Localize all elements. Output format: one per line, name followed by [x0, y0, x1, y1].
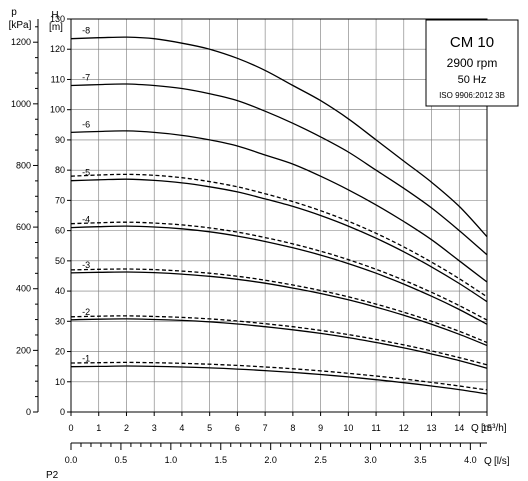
q-m3h-tick-label: 10 — [343, 423, 353, 433]
q-m3h-tick-label: 15 — [482, 423, 492, 433]
h-tick-label: 110 — [51, 74, 65, 84]
q-ls-tick-label: 3.0 — [364, 455, 377, 465]
h-tick-label: 80 — [55, 165, 65, 175]
p-tick-label: 800 — [16, 160, 31, 170]
series-line-4 — [70, 225, 488, 325]
curve-labels: -8 -7 -6 -5 -4 -3 -2 -1 — [82, 26, 90, 364]
p-tick-label: 1200 — [11, 37, 31, 47]
info-standard: ISO 9906:2012 3B — [439, 91, 505, 100]
h-tick-label: 50 — [55, 256, 65, 266]
info-speed: 2900 rpm — [447, 56, 498, 70]
q-m3h-tick-label: 4 — [179, 423, 184, 433]
curve-label-6: -6 — [82, 119, 90, 129]
h-tick-label: 100 — [50, 105, 65, 115]
h-tick-label: 60 — [55, 226, 65, 236]
series-line-7 — [70, 83, 488, 256]
p-tick-label: 1000 — [11, 99, 31, 109]
q-ls-tick-label: 0.5 — [115, 455, 128, 465]
q-ls-axis-label: Q — [484, 456, 492, 467]
h-axis-label: H — [51, 10, 58, 21]
q-m3h-tick-label: 1 — [96, 423, 101, 433]
q-m3h-axis-unit: [m³/h] — [481, 423, 507, 434]
info-model: CM 10 — [450, 34, 494, 51]
q-ls-tick-label: 2.0 — [264, 455, 277, 465]
q-ls-tick-label: 2.5 — [314, 455, 327, 465]
series-line-3 — [70, 271, 488, 347]
q-ls-tick-label: 1.5 — [215, 455, 228, 465]
q-m3h-tick-label: 7 — [263, 423, 268, 433]
series-line-4-dashed — [70, 221, 488, 321]
series-line-2-dashed — [70, 315, 488, 366]
info-box: CM 10 2900 rpm 50 Hz ISO 9906:2012 3B — [425, 19, 519, 107]
h-tick-label: 20 — [55, 347, 65, 357]
h-tick-label: 40 — [55, 286, 65, 296]
q-m3h-tick-label: 5 — [207, 423, 212, 433]
q-m3h-tick-label: 9 — [318, 423, 323, 433]
h-tick-label: 120 — [50, 44, 65, 54]
curve-label-5: -5 — [82, 168, 90, 178]
q-m3h-tick-label: 8 — [290, 423, 295, 433]
q-ls-tick-label: 4.0 — [464, 455, 477, 465]
h-tick-label: 130 — [50, 14, 65, 24]
q-ls-axis-unit: [l/s] — [494, 456, 510, 467]
p-tick-label: 600 — [16, 222, 31, 232]
curve-label-4: -4 — [82, 215, 90, 225]
p-axis-unit: [kPa] — [9, 20, 32, 31]
series-line-5 — [70, 178, 488, 303]
series-line-1-dashed — [70, 361, 488, 391]
curve-label-1: -1 — [82, 354, 90, 364]
curve-label-2: -2 — [82, 307, 90, 317]
h-tick-label: 90 — [55, 135, 65, 145]
info-frequency: 50 Hz — [458, 74, 487, 86]
q-ls-tick-label: 0.0 — [65, 455, 78, 465]
series-line-2 — [70, 318, 488, 369]
q-m3h-tick-label: 6 — [235, 423, 240, 433]
q-ls-tick-label: 1.0 — [165, 455, 178, 465]
series-line-8 — [70, 36, 488, 238]
q-m3h-tick-label: 2 — [124, 423, 129, 433]
h-tick-label: 10 — [55, 377, 65, 387]
axes: 0102030405060708090100110120130020040060… — [11, 14, 492, 465]
q-m3h-tick-label: 13 — [427, 423, 437, 433]
h-tick-label: 0 — [60, 407, 65, 417]
info-box-frame — [425, 19, 519, 107]
curve-label-8: -8 — [82, 26, 90, 36]
q-m3h-tick-label: 11 — [371, 423, 380, 433]
series-line-6 — [70, 130, 488, 283]
p-axis-label: p — [11, 7, 17, 18]
series-line-3-dashed — [70, 268, 488, 344]
q-m3h-tick-label: 12 — [399, 423, 409, 433]
q-m3h-tick-label: 3 — [152, 423, 157, 433]
h-axis-unit: [m] — [49, 22, 63, 33]
p-tick-label: 0 — [26, 407, 31, 417]
curve-label-3: -3 — [82, 260, 90, 270]
curve-label-7: -7 — [82, 73, 90, 83]
p-tick-label: 200 — [16, 345, 31, 355]
p2-partial-label: P2 — [46, 470, 59, 481]
q-m3h-axis-label: Q — [471, 423, 479, 434]
q-m3h-tick-label: 0 — [68, 423, 73, 433]
h-tick-label: 70 — [55, 195, 65, 205]
series-line-5-dashed — [70, 173, 488, 298]
q-ls-tick-label: 3.5 — [414, 455, 427, 465]
series-line-1 — [70, 365, 488, 395]
q-m3h-tick-label: 14 — [454, 423, 464, 433]
series-lines — [70, 36, 488, 395]
p-tick-label: 400 — [16, 284, 31, 294]
h-tick-label: 30 — [55, 316, 65, 326]
plot-frame — [70, 18, 488, 413]
